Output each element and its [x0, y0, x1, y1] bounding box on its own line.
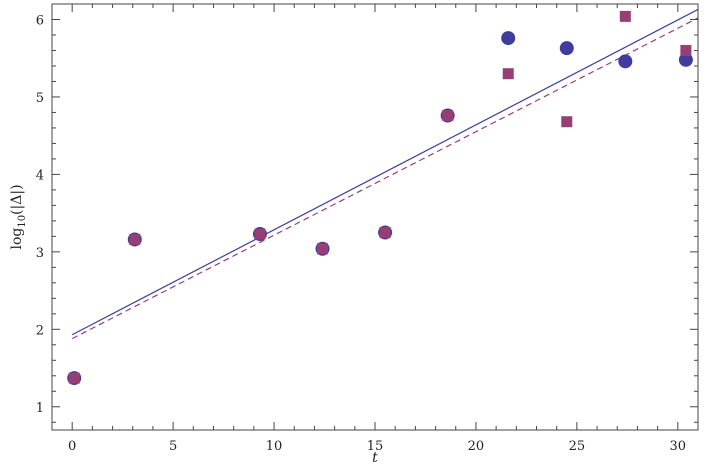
fit-lines — [71, 8, 698, 340]
y-axis-label-subscript: 10 — [17, 215, 28, 228]
circle-point — [618, 54, 633, 69]
circle-point — [678, 52, 693, 67]
data-points — [67, 10, 693, 386]
x-tick-label: 20 — [468, 439, 485, 454]
square-point — [129, 233, 141, 245]
y-tick-label: 1 — [36, 401, 44, 416]
square-point — [561, 116, 573, 128]
circle-point — [559, 41, 574, 56]
x-tick-label: 10 — [266, 439, 283, 454]
square-point — [680, 44, 692, 56]
square-point — [442, 110, 454, 122]
x-axis-label: t — [372, 450, 378, 466]
square-point — [317, 243, 329, 255]
x-tick-label: 25 — [569, 439, 586, 454]
axis-ticks: 0 5 10 15 20 25 30 1 2 3 4 5 6 — [36, 3, 699, 454]
x-tick-label: 5 — [169, 439, 177, 454]
y-axis-label-suffix: (|Δ|) — [9, 184, 25, 214]
y-tick-label: 3 — [36, 246, 44, 261]
y-tick-label: 5 — [36, 91, 44, 106]
x-tick-label: 15 — [367, 439, 384, 454]
fit-line-dashed — [71, 17, 698, 340]
y-axis-label-prefix: log — [9, 228, 25, 250]
square-point — [502, 68, 514, 80]
y-tick-label: 4 — [36, 168, 44, 183]
fit-line-solid — [71, 8, 698, 336]
square-point — [379, 226, 391, 238]
x-tick-label: 0 — [68, 439, 76, 454]
y-tick-label: 6 — [36, 13, 44, 28]
square-point — [254, 228, 266, 240]
square-point — [619, 10, 631, 22]
circle-point — [501, 31, 516, 46]
y-tick-label: 2 — [36, 323, 44, 338]
y-axis-label: log10(|Δ|) — [9, 184, 28, 249]
square-point — [68, 372, 80, 384]
x-tick-label: 30 — [670, 439, 687, 454]
